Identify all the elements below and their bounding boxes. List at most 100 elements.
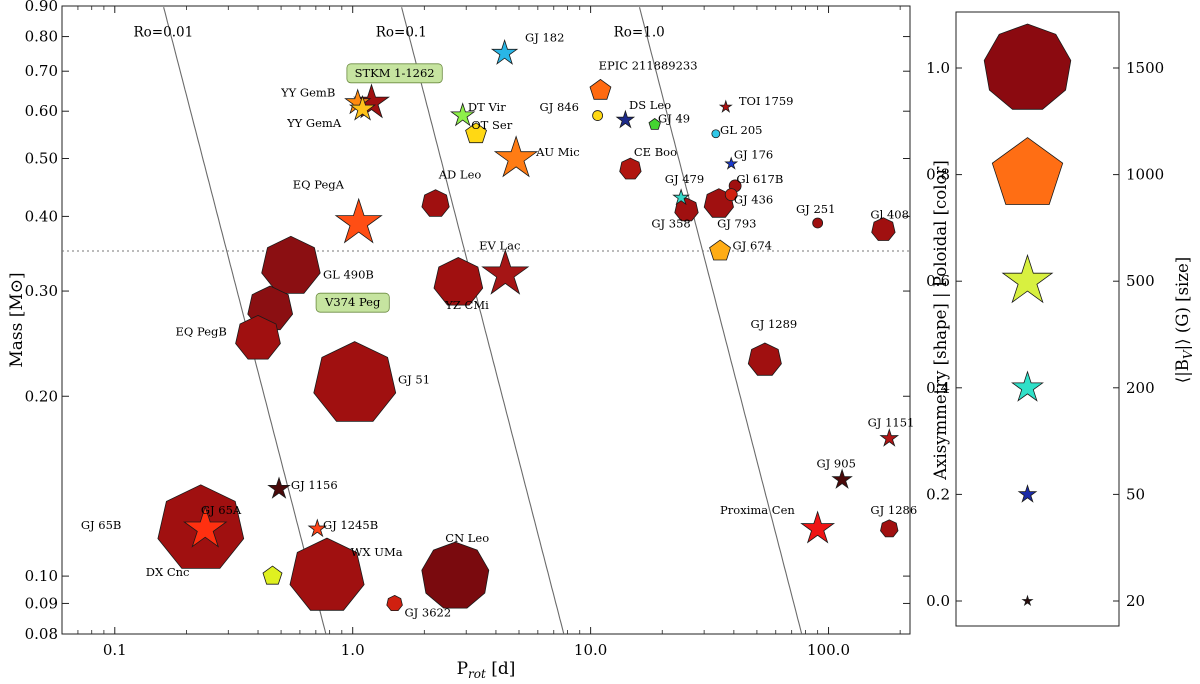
- label-gj-251: GJ 251: [796, 202, 835, 216]
- y-tick-label-0-90: 0.90: [25, 0, 58, 15]
- legend-right-tick-label: 1500: [1126, 59, 1164, 77]
- x-tick-label-100-0: 100.0: [807, 641, 850, 659]
- y-tick-label-0-80: 0.80: [25, 28, 58, 46]
- label-stkm-1-1262: STKM 1-1262: [355, 66, 435, 80]
- marker-gj-1245b: [307, 518, 328, 538]
- label-gl-490b: GL 490B: [323, 267, 374, 281]
- legend-left-tick-label: 0.8: [926, 166, 950, 184]
- rossby-curves: [163, 7, 803, 634]
- legend-left-tick-label: 0.4: [926, 379, 950, 397]
- y-axis-label: Mass [M⊙]: [7, 272, 27, 367]
- y-tick-label-0-08: 0.08: [25, 625, 58, 643]
- label-eq-pegb: EQ PegB: [176, 324, 227, 338]
- label-gj-793: GJ 793: [717, 217, 756, 231]
- x-tick-label-0-1: 0.1: [103, 641, 127, 659]
- label-ev-lac: EV Lac: [479, 239, 520, 253]
- legend-frame: [955, 11, 1120, 627]
- label-ot-ser: OT Ser: [471, 118, 512, 132]
- y-tick-label-0-50: 0.50: [25, 150, 58, 168]
- marker-toi-1759: [718, 99, 733, 113]
- label-eq-pega: EQ PegA: [293, 178, 345, 192]
- label-gj-176: GJ 176: [734, 148, 773, 162]
- marker-epic-211889233: [589, 78, 612, 100]
- marker-gj-65a: [183, 505, 228, 548]
- label-gj-65a: GJ 65A: [201, 503, 242, 517]
- star-labels: GJ 182 EPIC 211889233 TOI 1759 YY GemB YY Ge…: [81, 30, 917, 619]
- marker-gl-408: [871, 217, 896, 241]
- label-gj-358: GJ 358: [651, 217, 690, 231]
- highlight-box-v374-peg: [315, 292, 390, 313]
- marker-au-mic: [493, 135, 539, 178]
- marker-gj-182: [490, 38, 519, 65]
- marker-gj-436: [724, 188, 738, 202]
- label-gj-3622: GJ 3622: [404, 606, 451, 620]
- y-tick-label-0-70: 0.70: [25, 62, 58, 80]
- rossby-label-ro-1-0: Ro=1.0: [614, 25, 665, 41]
- marker-gj-1286: [880, 519, 899, 538]
- marker-yy-gema: [348, 94, 377, 121]
- marker-gj-51: [313, 341, 397, 422]
- marker-yz-cmi: [433, 257, 484, 306]
- label-gl-205: GL 205: [720, 123, 762, 137]
- marker-gj-674: [709, 239, 731, 261]
- marker-gj-49: [648, 118, 661, 130]
- x-tick-label-10-0: 10.0: [574, 641, 607, 659]
- label-gj-1289: GJ 1289: [751, 317, 798, 331]
- y-tick-label-0-10: 0.10: [25, 567, 58, 585]
- plot-area: Ro=0.01 Ro=0.1 Ro=1.0 GJ 182 EPIC 211889233…: [7, 0, 917, 681]
- y-tick-label-0-60: 0.60: [25, 102, 58, 120]
- marker-ds-leo: [615, 109, 636, 129]
- marker-dt-vir: [450, 102, 476, 127]
- marker-ot-ser: [465, 122, 487, 144]
- marker-ev-lac: [481, 248, 530, 295]
- legend-left-tick-label: 0.6: [926, 272, 950, 290]
- rossby-labels: Ro=0.01 Ro=0.1 Ro=1.0: [134, 25, 665, 41]
- rossby-curve-ro-1-0: [638, 7, 803, 634]
- legend-marker-50: [1017, 484, 1038, 503]
- legend-left-tick-label: 0.2: [926, 485, 950, 503]
- legend-right-tick-label: 20: [1126, 592, 1145, 610]
- label-gj-674: GJ 674: [733, 239, 772, 253]
- marker-gj-251: [812, 217, 824, 229]
- label-v374-peg: V374 Peg: [324, 295, 381, 309]
- label-toi-1759: TOI 1759: [739, 94, 794, 108]
- marker-dx-cnc: [262, 565, 283, 585]
- legend-marker-500: [1001, 253, 1054, 304]
- x-axis-ticks: 0.1 1.0 10.0 100.0: [61, 6, 901, 659]
- legend-left-tick-label: 0.0: [926, 592, 950, 610]
- legend-right-tick-label: 500: [1126, 272, 1155, 290]
- x-tick-label-1-0: 1.0: [341, 641, 365, 659]
- y-tick-label-0-20: 0.20: [25, 387, 58, 405]
- x-axis-label: Prot [d]: [457, 659, 516, 681]
- marker-gj-479: [672, 188, 690, 206]
- marker-gj-176: [724, 156, 739, 170]
- marker-eq-pegb: [235, 314, 281, 360]
- label-dt-vir: DT Vir: [468, 100, 506, 114]
- marker-gj-1156: [267, 476, 291, 499]
- rossby-curve-ro-0-01: [163, 7, 327, 634]
- legend-right-tick-label: 50: [1126, 485, 1145, 503]
- y-axis-ticks: 0.08 0.09 0.10 0.20 0.30 0.40 0.50 0.60 0.70 0.80…: [25, 0, 910, 643]
- rossby-curve-ro-0-1: [401, 7, 565, 634]
- label-gj-846: GJ 846: [540, 100, 579, 114]
- label-gj-65b: GJ 65B: [81, 518, 122, 532]
- legend-ticks: 0.0 20 0.2 50 0.4 200 0.6 500 0.8 1000 1.0 1500: [926, 59, 1164, 610]
- label-gj-479: GJ 479: [665, 172, 704, 186]
- rossby-label-ro-0-01: Ro=0.01: [134, 25, 194, 41]
- label-gj-1156: GJ 1156: [291, 478, 338, 492]
- legend-right-label: ⟨|BV|⟩ (G) [size]: [1173, 257, 1195, 383]
- y-tick-label-0-30: 0.30: [25, 282, 58, 300]
- label-wx-uma: WX UMa: [351, 545, 403, 559]
- marker-gj-905: [831, 468, 853, 489]
- label-ce-boo: CE Boo: [634, 145, 677, 159]
- label-gj-51: GJ 51: [398, 373, 430, 387]
- y-tick-label-0-40: 0.40: [25, 207, 58, 225]
- label-gj-1151: GJ 1151: [868, 415, 915, 429]
- marker-proxima-cen: [800, 510, 836, 544]
- legend-left-label: Axisymmetry [shape] | Poloidal [color]: [931, 160, 950, 481]
- legend-left-tick-label: 1.0: [926, 59, 950, 77]
- marker-gj-1151: [879, 428, 900, 447]
- label-proxima-cen: Proxima Cen: [720, 503, 795, 517]
- y-tick-label-0-09: 0.09: [25, 594, 58, 612]
